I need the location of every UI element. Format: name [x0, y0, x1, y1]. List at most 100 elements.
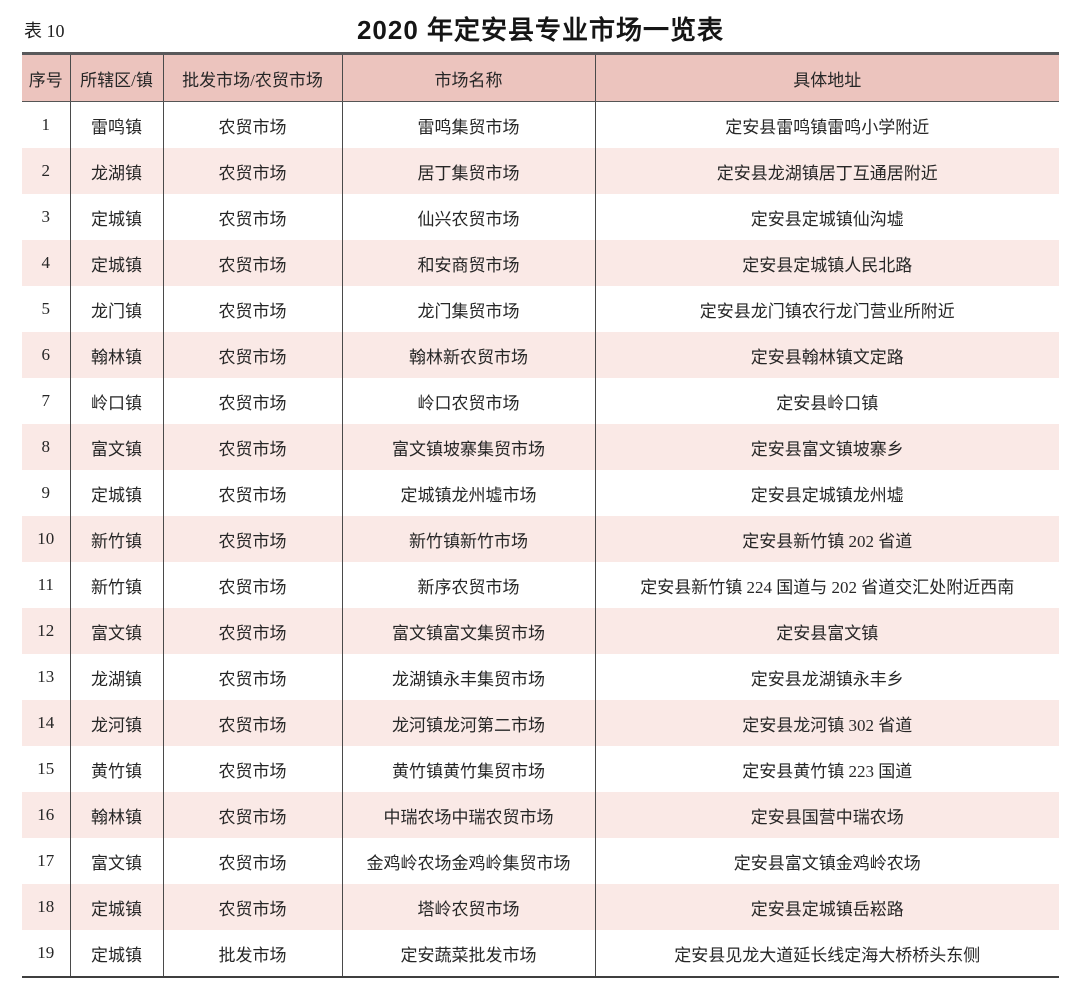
cell-town: 富文镇 [69, 838, 163, 884]
cell-market-name: 雷鸣集贸市场 [341, 101, 595, 148]
cell-address: 定安县富文镇坡寨乡 [594, 424, 1059, 470]
cell-address: 定安县新竹镇 202 省道 [594, 516, 1059, 562]
cell-market-name: 富文镇富文集贸市场 [341, 608, 595, 654]
cell-seq: 12 [22, 608, 70, 654]
cell-town: 定城镇 [69, 884, 163, 930]
cell-address: 定安县见龙大道延长线定海大桥桥头东侧 [594, 930, 1059, 977]
cell-seq: 11 [37, 575, 54, 594]
cell-market-type: 农贸市场 [162, 838, 342, 884]
cell-town: 定城镇 [69, 240, 163, 286]
cell-address: 定安县定城镇龙州墟 [594, 470, 1059, 516]
cell-market-type: 农贸市场 [162, 516, 342, 562]
cell-town: 黄竹镇 [69, 746, 163, 792]
cell-market-type: 农贸市场 [162, 378, 342, 424]
cell-seq: 5 [41, 299, 51, 318]
cell-town: 新竹镇 [69, 562, 163, 608]
cell-address: 定安县富文镇金鸡岭农场 [594, 838, 1059, 884]
cell-town: 翰林镇 [69, 792, 163, 838]
col-header-address: 具体地址 [594, 53, 1059, 102]
cell-address: 定安县新竹镇 224 国道与 202 省道交汇处附近西南 [594, 562, 1059, 608]
table-row: 1 雷鸣镇 农贸市场 雷鸣集贸市场 定安县雷鸣镇雷鸣小学附近 [22, 101, 1059, 148]
cell-town: 富文镇 [69, 608, 163, 654]
cell-town: 富文镇 [69, 424, 163, 470]
cell-seq: 15 [37, 759, 55, 778]
cell-address: 定安县岭口镇 [594, 378, 1059, 424]
table-row: 14 龙河镇 农贸市场 龙河镇龙河第二市场 定安县龙河镇 302 省道 [22, 700, 1059, 746]
table-row: 18 定城镇 农贸市场 塔岭农贸市场 定安县定城镇岳崧路 [22, 884, 1059, 930]
cell-seq: 6 [22, 332, 70, 378]
cell-town: 龙湖镇 [69, 148, 163, 194]
cell-seq: 1 [41, 115, 51, 134]
cell-town: 岭口镇 [69, 378, 163, 424]
cell-market-type: 农贸市场 [162, 746, 342, 792]
cell-market-type: 农贸市场 [162, 424, 342, 470]
cell-town: 龙河镇 [69, 700, 163, 746]
table-row: 13 龙湖镇 农贸市场 龙湖镇永丰集贸市场 定安县龙湖镇永丰乡 [22, 654, 1059, 700]
cell-market-name: 和安商贸市场 [341, 240, 595, 286]
cell-address: 定安县龙门镇农行龙门营业所附近 [594, 286, 1059, 332]
cell-market-type: 农贸市场 [162, 286, 342, 332]
cell-address: 定安县黄竹镇 223 国道 [594, 746, 1059, 792]
cell-seq: 19 [37, 943, 55, 962]
cell-town: 雷鸣镇 [69, 101, 163, 148]
cell-town: 翰林镇 [69, 332, 163, 378]
col-header-market-name: 市场名称 [341, 53, 595, 102]
cell-seq: 14 [22, 700, 70, 746]
cell-seq: 10 [22, 516, 70, 562]
table-row: 4 定城镇 农贸市场 和安商贸市场 定安县定城镇人民北路 [22, 240, 1059, 286]
table-header: 序号 所辖区/镇 批发市场/农贸市场 市场名称 具体地址 [22, 53, 1059, 102]
cell-market-type: 农贸市场 [162, 194, 342, 240]
cell-market-name: 新序农贸市场 [341, 562, 595, 608]
cell-address: 定安县翰林镇文定路 [594, 332, 1059, 378]
cell-seq: 3 [41, 207, 51, 226]
cell-seq: 16 [22, 792, 70, 838]
cell-market-type: 农贸市场 [162, 608, 342, 654]
document-page: 表 10 2020 年定安县专业市场一览表 序号 所辖区/镇 批发市场/农贸市场… [22, 15, 1059, 978]
cell-market-type: 批发市场 [162, 930, 342, 977]
cell-market-type: 农贸市场 [162, 562, 342, 608]
cell-town: 定城镇 [69, 194, 163, 240]
cell-market-name: 定城镇龙州墟市场 [341, 470, 595, 516]
table-row: 7 岭口镇 农贸市场 岭口农贸市场 定安县岭口镇 [22, 378, 1059, 424]
table-row: 6 翰林镇 农贸市场 翰林新农贸市场 定安县翰林镇文定路 [22, 332, 1059, 378]
cell-market-type: 农贸市场 [162, 654, 342, 700]
cell-market-name: 龙湖镇永丰集贸市场 [341, 654, 595, 700]
table-row: 10 新竹镇 农贸市场 新竹镇新竹市场 定安县新竹镇 202 省道 [22, 516, 1059, 562]
cell-market-type: 农贸市场 [162, 148, 342, 194]
cell-address: 定安县国营中瑞农场 [594, 792, 1059, 838]
table-row: 2 龙湖镇 农贸市场 居丁集贸市场 定安县龙湖镇居丁互通居附近 [22, 148, 1059, 194]
page-title: 2020 年定安县专业市场一览表 [356, 15, 725, 45]
col-header-town: 所辖区/镇 [69, 53, 163, 102]
cell-market-name: 塔岭农贸市场 [341, 884, 595, 930]
cell-address: 定安县定城镇岳崧路 [594, 884, 1059, 930]
cell-town: 定城镇 [69, 470, 163, 516]
cell-market-type: 农贸市场 [162, 792, 342, 838]
cell-market-type: 农贸市场 [162, 101, 342, 148]
cell-address: 定安县富文镇 [594, 608, 1059, 654]
cell-market-name: 黄竹镇黄竹集贸市场 [341, 746, 595, 792]
cell-address: 定安县定城镇人民北路 [594, 240, 1059, 286]
table-row: 19 定城镇 批发市场 定安蔬菜批发市场 定安县见龙大道延长线定海大桥桥头东侧 [22, 930, 1059, 977]
cell-market-name: 居丁集贸市场 [341, 148, 595, 194]
cell-town: 龙湖镇 [69, 654, 163, 700]
table-body: 1 雷鸣镇 农贸市场 雷鸣集贸市场 定安县雷鸣镇雷鸣小学附近 2 龙湖镇 农贸市… [22, 101, 1059, 977]
cell-market-name: 仙兴农贸市场 [341, 194, 595, 240]
cell-address: 定安县定城镇仙沟墟 [594, 194, 1059, 240]
table-row: 15 黄竹镇 农贸市场 黄竹镇黄竹集贸市场 定安县黄竹镇 223 国道 [22, 746, 1059, 792]
table-row: 9 定城镇 农贸市场 定城镇龙州墟市场 定安县定城镇龙州墟 [22, 470, 1059, 516]
cell-market-type: 农贸市场 [162, 240, 342, 286]
cell-town: 新竹镇 [69, 516, 163, 562]
cell-seq: 7 [41, 391, 51, 410]
cell-seq: 2 [22, 148, 70, 194]
col-header-seq: 序号 [22, 53, 70, 102]
markets-table: 序号 所辖区/镇 批发市场/农贸市场 市场名称 具体地址 1 雷鸣镇 农贸市场 … [22, 52, 1059, 978]
cell-market-name: 岭口农贸市场 [341, 378, 595, 424]
cell-market-type: 农贸市场 [162, 700, 342, 746]
cell-town: 龙门镇 [69, 286, 163, 332]
table-row: 16 翰林镇 农贸市场 中瑞农场中瑞农贸市场 定安县国营中瑞农场 [22, 792, 1059, 838]
table-row: 3 定城镇 农贸市场 仙兴农贸市场 定安县定城镇仙沟墟 [22, 194, 1059, 240]
cell-address: 定安县龙湖镇居丁互通居附近 [594, 148, 1059, 194]
cell-town: 定城镇 [69, 930, 163, 977]
cell-market-name: 龙河镇龙河第二市场 [341, 700, 595, 746]
cell-seq: 13 [37, 667, 55, 686]
